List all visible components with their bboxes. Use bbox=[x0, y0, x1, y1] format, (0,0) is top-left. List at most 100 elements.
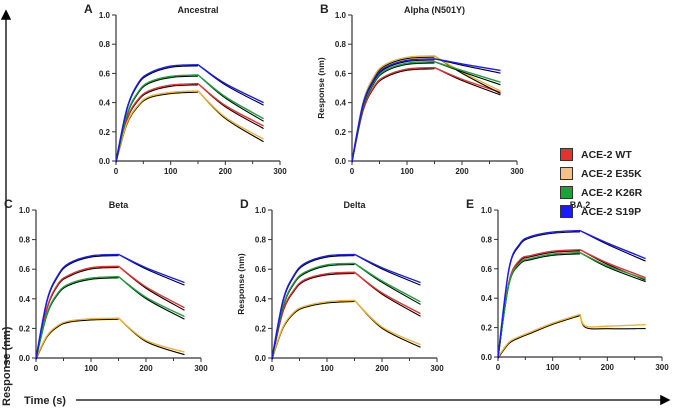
fit-line-ace-2-s19p bbox=[115, 64, 264, 163]
panel-title: Delta bbox=[343, 200, 366, 210]
series-line-ace-2-wt bbox=[271, 271, 421, 359]
panel-letter: A bbox=[84, 2, 93, 16]
x-tick-label: 0 bbox=[270, 364, 275, 373]
series-line-ace-2-e35k bbox=[271, 299, 421, 359]
y-tick-label: 0.0 bbox=[99, 157, 111, 166]
fit-line-ace-2-wt bbox=[35, 265, 185, 360]
legend-item: ACE-2 E35K bbox=[560, 164, 642, 183]
x-tick-label: 200 bbox=[139, 364, 153, 373]
panel-d: D Delta Response (nm) 0.0 0.2 0.4 0.6 0.8 1.0 0 10… bbox=[236, 197, 444, 373]
panel-e: E BA.2 0.0 0.2 0.4 0.6 0.8 1.0 0 100 200 300 bbox=[466, 197, 669, 372]
y-tick-label: 0.8 bbox=[255, 236, 267, 245]
series-line-ace-2-k26r bbox=[271, 262, 421, 359]
y-tick-label: 0.6 bbox=[335, 69, 347, 78]
series-line-ace-2-k26r bbox=[115, 74, 264, 162]
panel-letter: D bbox=[240, 197, 249, 211]
panel-letter: E bbox=[466, 197, 474, 211]
y-tick-label: 0.6 bbox=[255, 265, 267, 274]
y-tick-label: 0.6 bbox=[481, 265, 493, 274]
x-tick-label: 0 bbox=[496, 363, 501, 372]
global-ylabel: Response (nm) bbox=[1, 326, 13, 406]
y-tick-label: 1.0 bbox=[255, 206, 267, 215]
y-tick-label: 0.2 bbox=[255, 324, 267, 333]
y-tick-label: 0.2 bbox=[481, 324, 493, 333]
y-tick-label: 0.2 bbox=[99, 128, 111, 137]
y-tick-label: 0.8 bbox=[99, 40, 111, 49]
series-line-ace-2-e35k bbox=[115, 90, 264, 162]
series-line-ace-2-k26r bbox=[35, 275, 185, 359]
legend-swatch bbox=[560, 205, 573, 218]
y-tick-label: 0.0 bbox=[19, 354, 31, 363]
legend-label: ACE-2 E35K bbox=[581, 167, 642, 180]
x-tick-label: 100 bbox=[546, 363, 560, 372]
x-tick-label: 300 bbox=[273, 167, 287, 176]
panel-title: Beta bbox=[109, 200, 130, 210]
x-tick-label: 200 bbox=[601, 363, 615, 372]
fit-line-ace-2-wt bbox=[115, 83, 264, 163]
fit-line-ace-2-wt bbox=[271, 271, 421, 360]
fit-line-ace-2-e35k bbox=[351, 55, 501, 163]
panel-ylabel: Response (nm) bbox=[236, 253, 246, 315]
legend-item: ACE-2 WT bbox=[560, 145, 642, 164]
fit-line-ace-2-e35k bbox=[271, 299, 421, 360]
fit-line-ace-2-e35k bbox=[35, 317, 185, 360]
legend-label: ACE-2 S19P bbox=[581, 205, 642, 218]
y-tick-label: 0.2 bbox=[19, 324, 31, 333]
y-tick-label: 0.8 bbox=[19, 236, 31, 245]
legend: ACE-2 WT ACE-2 E35K ACE-2 K26R ACE-2 S19… bbox=[560, 145, 642, 221]
series-line-ace-2-e35k bbox=[35, 317, 185, 359]
y-tick-label: 0.6 bbox=[19, 265, 31, 274]
y-tick-label: 0.4 bbox=[255, 295, 267, 304]
series-line-ace-2-s19p bbox=[497, 229, 646, 358]
legend-item: ACE-2 S19P bbox=[560, 202, 642, 221]
series-line-ace-2-wt bbox=[497, 248, 646, 358]
panel-letter: C bbox=[4, 197, 13, 211]
x-tick-label: 0 bbox=[114, 167, 119, 176]
y-tick-label: 0.0 bbox=[255, 354, 267, 363]
series-line-ace-2-wt bbox=[115, 82, 264, 162]
fit-line-ace-2-s19p bbox=[351, 58, 501, 163]
y-tick-label: 0.6 bbox=[99, 69, 111, 78]
y-tick-label: 1.0 bbox=[481, 206, 493, 215]
y-tick-label: 0.8 bbox=[335, 40, 347, 49]
y-tick-label: 1.0 bbox=[335, 11, 347, 20]
panel-letter: B bbox=[320, 2, 329, 16]
legend-label: ACE-2 WT bbox=[581, 148, 632, 161]
series-line-ace-2-s19p bbox=[35, 253, 185, 359]
panel-ylabel: Response (nm) bbox=[316, 57, 326, 119]
series-line-ace-2-e35k bbox=[497, 313, 646, 358]
fit-line-ace-2-k26r bbox=[497, 252, 646, 359]
panel-title: BA.2 bbox=[570, 200, 591, 210]
fit-line-ace-2-k26r bbox=[115, 74, 264, 163]
series-line-ace-2-e35k bbox=[351, 55, 501, 162]
x-tick-label: 100 bbox=[320, 364, 334, 373]
series-line-ace-2-s19p bbox=[351, 58, 501, 162]
fit-line-ace-2-s19p bbox=[271, 253, 421, 360]
x-tick-label: 0 bbox=[350, 167, 355, 176]
legend-label: ACE-2 K26R bbox=[581, 186, 643, 199]
panel-a: A Ancestral 0.0 0.2 0.4 0.6 0.8 1.0 0 100 200 300 bbox=[84, 2, 287, 176]
x-tick-label: 200 bbox=[375, 364, 389, 373]
y-tick-label: 0.8 bbox=[481, 235, 493, 244]
y-tick-label: 0.0 bbox=[335, 157, 347, 166]
series-line-ace-2-s19p bbox=[115, 63, 264, 162]
legend-item: ACE-2 K26R bbox=[560, 183, 642, 202]
x-tick-label: 100 bbox=[84, 364, 98, 373]
legend-swatch bbox=[560, 148, 573, 161]
legend-swatch bbox=[560, 167, 573, 180]
panel-title: Ancestral bbox=[177, 5, 218, 15]
y-tick-label: 0.4 bbox=[19, 295, 31, 304]
y-tick-label: 0.2 bbox=[335, 128, 347, 137]
y-tick-label: 1.0 bbox=[99, 11, 111, 20]
y-tick-label: 0.4 bbox=[335, 99, 347, 108]
y-tick-label: 0.0 bbox=[481, 353, 493, 362]
x-tick-label: 300 bbox=[655, 363, 669, 372]
series-line-ace-2-s19p bbox=[271, 253, 421, 359]
x-tick-label: 200 bbox=[455, 167, 469, 176]
x-tick-label: 100 bbox=[400, 167, 414, 176]
fit-line-ace-2-wt bbox=[497, 249, 646, 359]
y-tick-label: 0.4 bbox=[99, 99, 111, 108]
x-tick-label: 300 bbox=[430, 364, 444, 373]
